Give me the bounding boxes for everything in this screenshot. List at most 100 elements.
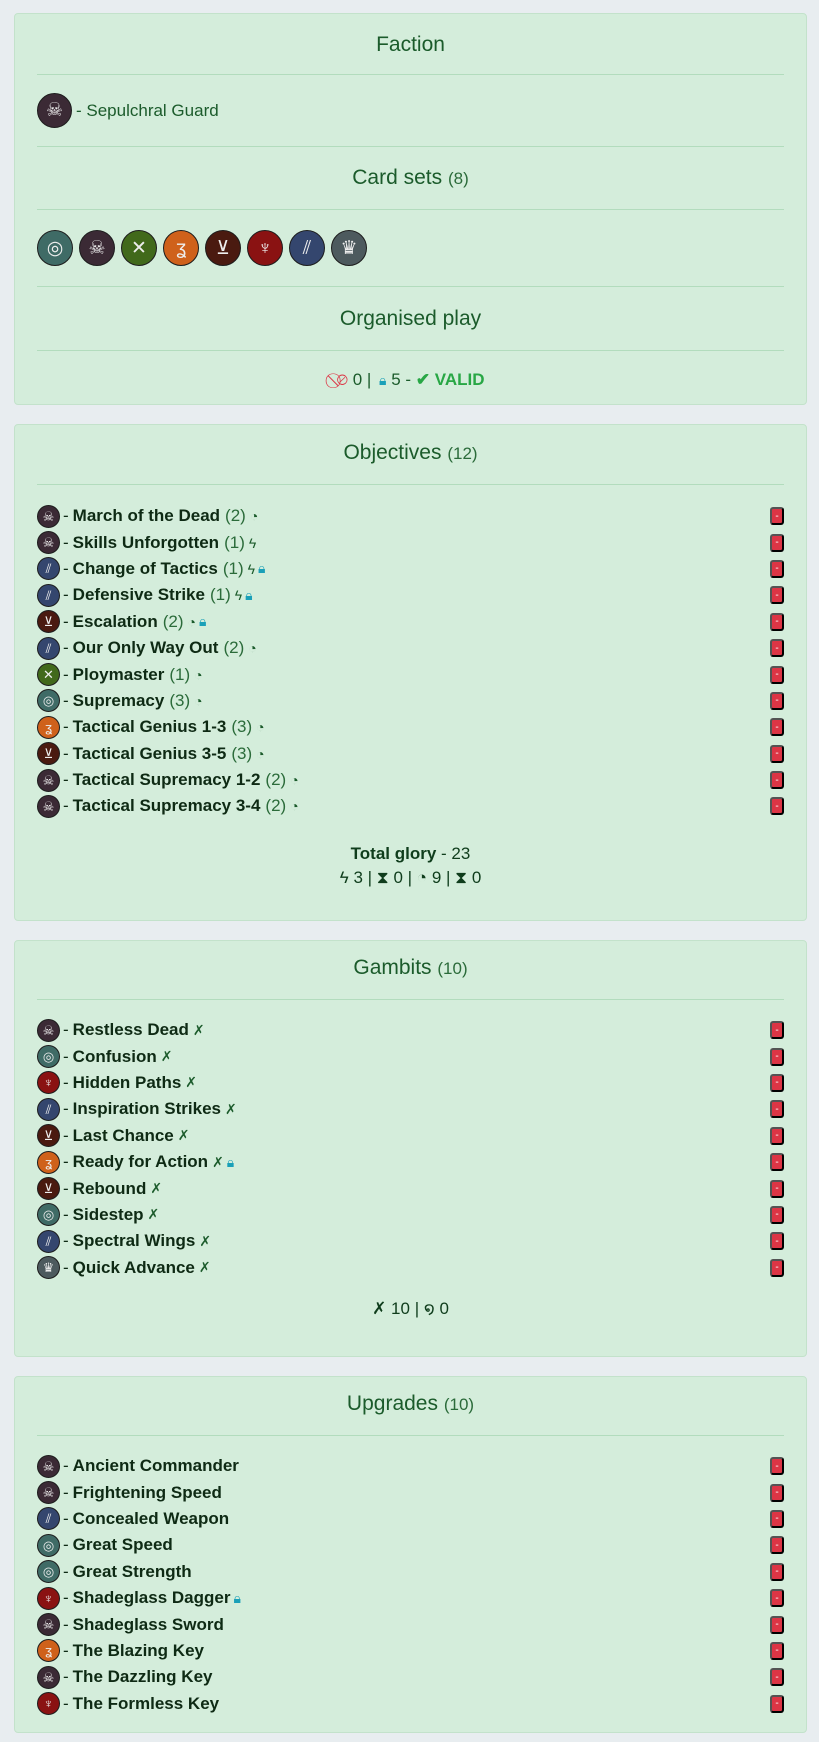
card-name[interactable]: The Blazing Key <box>72 1640 204 1660</box>
target-icon[interactable]: ◎ <box>37 230 73 266</box>
bolt-icon[interactable]: ⫽ <box>289 230 325 266</box>
remove-button[interactable]: - <box>770 1073 784 1092</box>
card-name[interactable]: Frightening Speed <box>72 1482 222 1502</box>
dash: - <box>63 1667 69 1687</box>
sword-icon: ✗ <box>147 1206 160 1223</box>
dash: - <box>63 1508 69 1528</box>
remove-button[interactable]: - <box>770 1258 784 1277</box>
card-name[interactable]: The Formless Key <box>72 1693 220 1713</box>
remove-button[interactable]: - <box>770 1509 784 1528</box>
remove-button[interactable]: - <box>770 559 784 578</box>
remove-button[interactable]: - <box>770 1562 784 1581</box>
clock-icon: ◔ <box>290 772 299 789</box>
crown-icon[interactable]: ♛ <box>331 230 367 266</box>
rune-icon[interactable]: ⊻ <box>205 230 241 266</box>
skull-icon: ☠ <box>37 531 60 555</box>
divider <box>37 350 784 351</box>
sword-icon: ✗ <box>177 1127 190 1144</box>
remove-button[interactable]: - <box>770 1047 784 1066</box>
card-name[interactable]: Escalation <box>72 611 158 631</box>
card-row: ⊻ - Escalation (2) ◔ 🔒︎ - <box>37 609 784 635</box>
card-name[interactable]: Great Speed <box>72 1535 173 1555</box>
card-name[interactable]: Spectral Wings <box>72 1231 196 1251</box>
remove-button[interactable]: - <box>770 639 784 658</box>
remove-button[interactable]: - <box>770 1232 784 1251</box>
remove-button[interactable]: - <box>770 1483 784 1502</box>
remove-button[interactable]: - <box>770 533 784 552</box>
restricted-count: 5 <box>391 370 401 389</box>
gambit-stats: ✗ 10 | ໑ 0 <box>372 1298 449 1318</box>
banned-count: 0 <box>352 370 363 389</box>
remove-button[interactable]: - <box>770 1668 784 1687</box>
card-name[interactable]: Last Chance <box>72 1125 174 1145</box>
remove-button[interactable]: - <box>770 1100 784 1119</box>
card-name[interactable]: The Dazzling Key <box>72 1667 213 1687</box>
remove-button[interactable]: - <box>770 691 784 710</box>
card-name[interactable]: Tactical Supremacy 3-4 <box>72 796 261 816</box>
remove-button[interactable]: - <box>770 612 784 631</box>
card-name[interactable]: Quick Advance <box>72 1257 195 1277</box>
remove-button[interactable]: - <box>770 1694 784 1713</box>
crossed-axes-icon: ✕ <box>37 663 60 687</box>
remove-button[interactable]: - <box>770 1536 784 1555</box>
remove-button[interactable]: - <box>770 1153 784 1172</box>
card-name[interactable]: Ploymaster <box>72 664 165 684</box>
remove-button[interactable]: - <box>770 718 784 737</box>
dash: - <box>63 1588 69 1608</box>
dash: - <box>63 770 69 790</box>
remove-button[interactable]: - <box>770 1126 784 1145</box>
rune-icon: ⊻ <box>37 1124 60 1148</box>
card-name[interactable]: Concealed Weapon <box>72 1508 230 1528</box>
remove-button[interactable]: - <box>770 1641 784 1660</box>
card-name[interactable]: Defensive Strike <box>72 585 205 605</box>
card-row: ☠ - Ancient Commander - <box>37 1453 784 1479</box>
remove-button[interactable]: - <box>770 744 784 763</box>
organised-play-title: Organised play <box>339 307 482 330</box>
card-name[interactable]: Tactical Genius 3-5 <box>72 743 227 763</box>
remove-button[interactable]: - <box>770 1615 784 1634</box>
card-name[interactable]: Inspiration Strikes <box>72 1099 221 1119</box>
remove-button[interactable]: - <box>770 665 784 684</box>
card-sets-title: Card sets (8) <box>37 147 784 209</box>
card-name[interactable]: Ancient Commander <box>72 1456 239 1476</box>
card-name[interactable]: Our Only Way Out <box>72 638 219 658</box>
card-name[interactable]: Ready for Action <box>72 1152 209 1172</box>
card-name[interactable]: Tactical Genius 1-3 <box>72 717 227 737</box>
rune-icon: ⊻ <box>37 610 60 634</box>
remove-button[interactable]: - <box>770 797 784 816</box>
crossed-axes-icon[interactable]: ✕ <box>121 230 157 266</box>
card-row: ☠ - The Dazzling Key - <box>37 1664 784 1690</box>
fang-icon[interactable]: ♆ <box>247 230 283 266</box>
card-name[interactable]: Skills Unforgotten <box>72 532 220 552</box>
card-name[interactable]: Rebound <box>72 1178 147 1198</box>
card-name[interactable]: Confusion <box>72 1046 157 1066</box>
card-name[interactable]: Hidden Paths <box>72 1072 182 1092</box>
remove-button[interactable]: - <box>770 507 784 526</box>
bolt-icon: ⫽ <box>37 1507 60 1531</box>
remove-button[interactable]: - <box>770 771 784 790</box>
card-row: ◎ - Great Strength - <box>37 1559 784 1585</box>
ploy-count: 10 <box>391 1298 410 1318</box>
card-name[interactable]: Great Strength <box>72 1561 192 1581</box>
card-name[interactable]: March of the Dead <box>72 506 221 526</box>
card-name[interactable]: Change of Tactics <box>72 558 218 578</box>
card-name[interactable]: Tactical Supremacy 1-2 <box>72 770 261 790</box>
remove-button[interactable]: - <box>770 1457 784 1476</box>
zigzag-icon[interactable]: ʓ <box>163 230 199 266</box>
card-row: ⫽ - Spectral Wings ✗ - <box>37 1228 784 1254</box>
remove-button[interactable]: - <box>770 1179 784 1198</box>
card-row: ⫽ - Inspiration Strikes ✗ - <box>37 1096 784 1122</box>
card-name[interactable]: Sidestep <box>72 1204 144 1224</box>
remove-button[interactable]: - <box>770 1205 784 1224</box>
card-name[interactable]: Supremacy <box>72 690 165 710</box>
remove-button[interactable]: - <box>770 1589 784 1608</box>
gambits-list: ☠ - Restless Dead ✗ - ◎ - Confusion ✗ - ♆ - Hidden P… <box>37 1000 784 1281</box>
dash: - <box>63 558 69 578</box>
card-name[interactable]: Shadeglass Sword <box>72 1614 224 1634</box>
remove-button[interactable]: - <box>770 1021 784 1040</box>
card-name[interactable]: Restless Dead <box>72 1020 189 1040</box>
glory-value: (1) <box>222 558 244 578</box>
skull-icon[interactable]: ☠ <box>79 230 115 266</box>
card-name[interactable]: Shadeglass Dagger <box>72 1588 231 1608</box>
remove-button[interactable]: - <box>770 586 784 605</box>
